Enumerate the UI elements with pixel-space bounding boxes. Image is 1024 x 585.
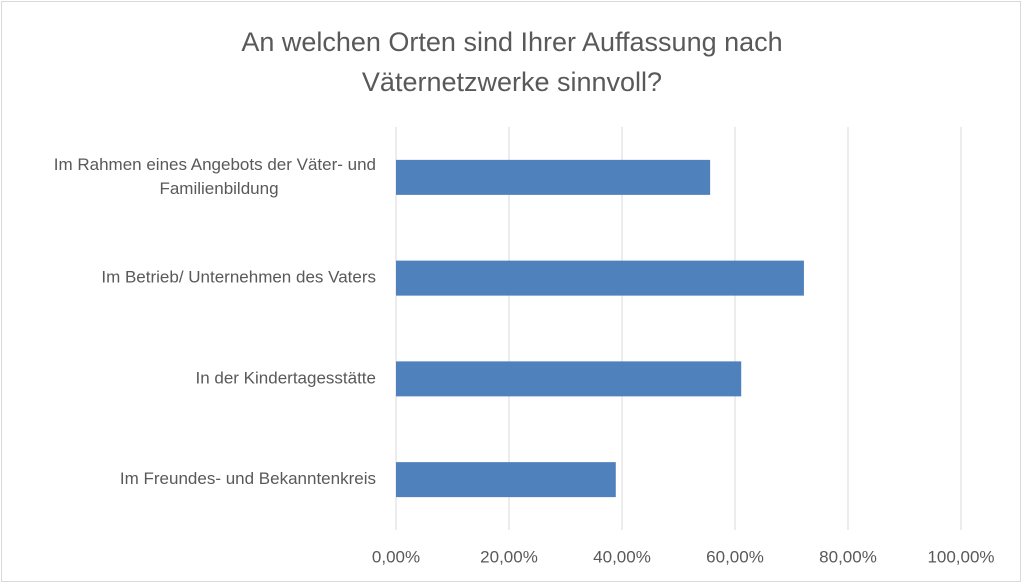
x-tick-label-3: 60,00% (706, 547, 764, 566)
category-label-3-line-0: Im Freundes- und Bekanntenkreis (120, 469, 376, 488)
x-tick-labels: 0,00% 20,00% 40,00% 60,00% 80,00% 100,00% (372, 547, 995, 566)
chart-title: An welchen Orten sind Ihrer Auffassung n… (241, 27, 783, 97)
x-tick-label-4: 80,00% (819, 547, 877, 566)
category-label-0-line-1: Familienbildung (159, 179, 278, 198)
bar-1 (396, 260, 804, 296)
x-tick-label-0: 0,00% (372, 547, 420, 566)
x-tick-label-1: 20,00% (480, 547, 538, 566)
x-tick-label-5: 100,00% (927, 547, 994, 566)
bar-2 (396, 361, 742, 397)
category-label-1-line-0: Im Betrieb/ Unternehmen des Vaters (101, 268, 376, 287)
bar-3 (396, 462, 616, 498)
category-label-2-line-0: In der Kindertagesstätte (195, 368, 376, 387)
category-label-0-line-0: Im Rahmen eines Angebots der Väter- und (54, 155, 376, 174)
bars (396, 159, 804, 498)
x-tick-label-2: 40,00% (593, 547, 651, 566)
bar-0 (396, 159, 711, 195)
category-labels: Im Rahmen eines Angebots der Väter- und F… (54, 155, 376, 488)
